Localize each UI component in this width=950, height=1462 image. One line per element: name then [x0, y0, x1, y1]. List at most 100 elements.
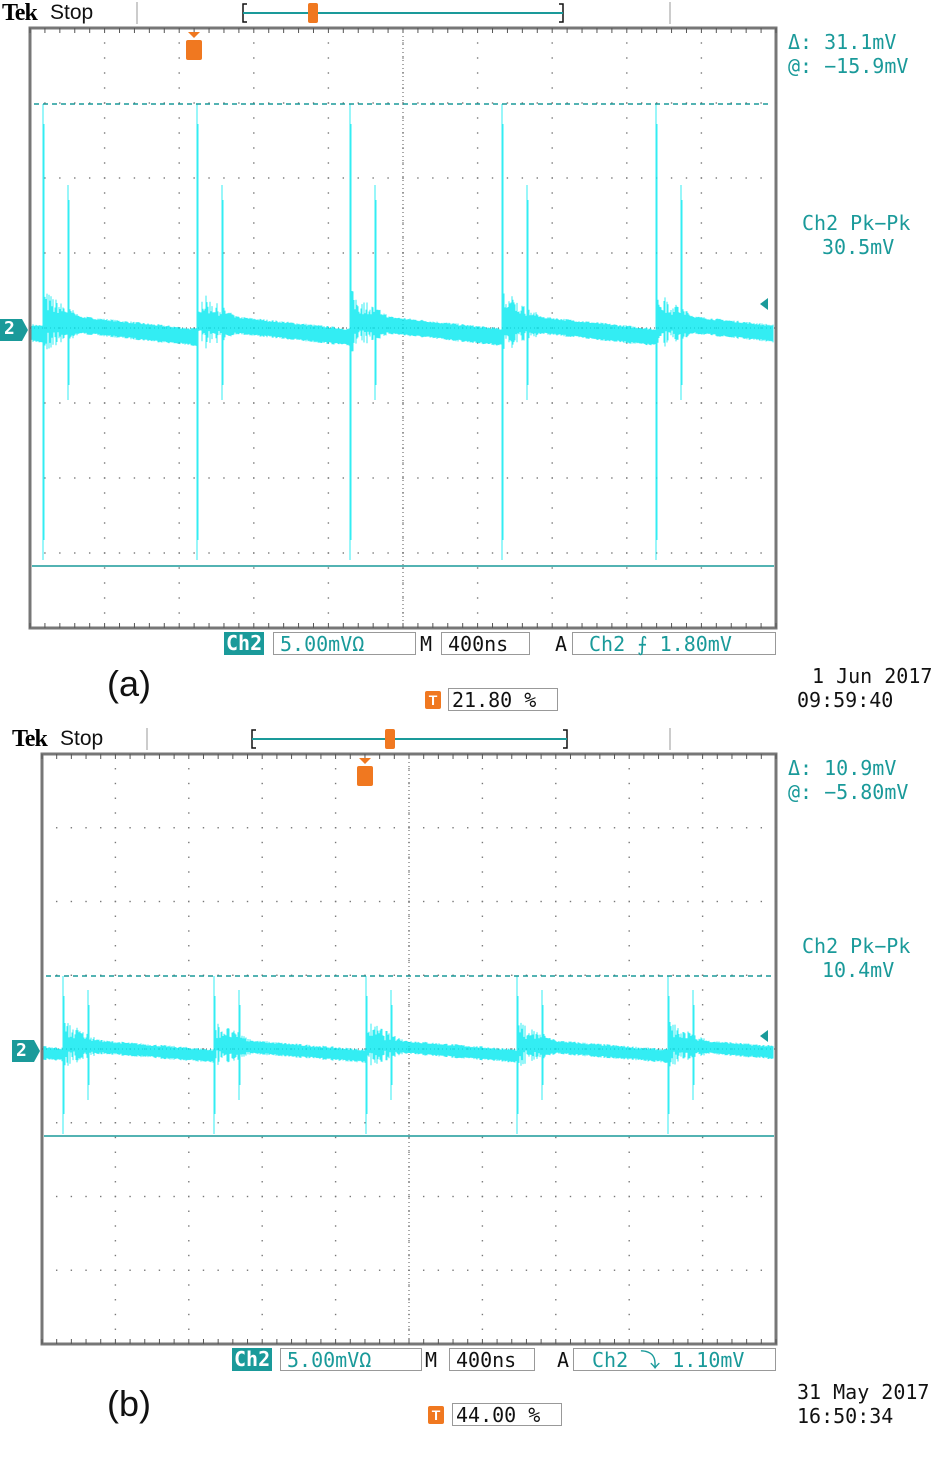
grid-dot — [70, 974, 73, 976]
grid-dot — [327, 267, 330, 269]
grid-dot — [133, 402, 136, 404]
grid-dot — [701, 782, 704, 785]
grid-dot — [555, 945, 557, 947]
grid-dot — [417, 477, 419, 479]
grid-dot — [641, 252, 643, 254]
grid-dot — [496, 827, 498, 829]
trigger-marker-icon — [357, 766, 373, 786]
trigger-icon: T — [428, 1406, 444, 1424]
grid-dot — [555, 1225, 557, 1227]
grid-dot — [476, 237, 479, 239]
grid-dot — [643, 900, 645, 903]
grid-dot — [334, 945, 337, 947]
grid-dot — [103, 522, 106, 524]
grid-dot — [628, 915, 630, 917]
grid-dot — [103, 597, 106, 599]
grid-dot — [178, 72, 180, 74]
grid-dot — [481, 1210, 484, 1212]
grid-dot — [555, 1269, 557, 1271]
grid-dot — [103, 297, 106, 299]
grid-dot — [551, 117, 553, 119]
grid-dot — [511, 1048, 513, 1050]
grid-dot — [506, 477, 509, 479]
grid-dot — [178, 552, 180, 554]
grid-dot — [481, 1018, 484, 1021]
grid-dot — [253, 342, 255, 344]
grid-dot — [129, 1122, 131, 1124]
grid-dot — [327, 282, 330, 284]
grid-dot — [700, 42, 703, 44]
grid-dot — [261, 1092, 263, 1094]
grid-dot — [334, 930, 337, 932]
grid-dot — [626, 162, 628, 164]
grid-dot — [700, 102, 703, 104]
grid-dot — [628, 1225, 630, 1227]
grid-dot — [511, 1122, 513, 1124]
grid-dot — [628, 1004, 630, 1006]
grid-dot — [114, 989, 117, 991]
grid-dot — [408, 827, 410, 829]
grid-dot — [536, 177, 538, 179]
grid-dot — [193, 177, 195, 179]
grid-dot — [223, 177, 225, 179]
grid-dot — [327, 387, 330, 389]
grid-dot — [193, 102, 195, 104]
grid-dot — [268, 102, 270, 104]
grid-dot — [481, 1004, 484, 1006]
grid-dot — [700, 282, 703, 284]
grid-dot — [715, 402, 718, 404]
grid-dot — [158, 974, 161, 976]
grid-dot — [481, 1195, 484, 1198]
grid-dot — [481, 930, 484, 932]
pkpk-label: Ch2 Pk−Pk — [802, 934, 911, 958]
grid-dot — [452, 1122, 454, 1124]
grid-dot — [613, 1195, 616, 1198]
grid-dot — [103, 357, 106, 359]
grid-dot — [100, 1122, 102, 1124]
grid-dot — [103, 492, 106, 494]
grid-dot — [261, 1151, 263, 1153]
grid-dot — [334, 900, 337, 903]
grid-dot — [476, 567, 479, 569]
grid-dot — [655, 102, 658, 104]
grid-dot — [223, 102, 225, 104]
grid-dot — [626, 477, 628, 479]
grid-dot — [700, 537, 703, 539]
grid-dot — [476, 297, 479, 299]
grid-dot — [103, 72, 106, 74]
grid-dot — [687, 1122, 689, 1124]
grid-dot — [334, 886, 337, 888]
grid-dot — [85, 900, 87, 903]
grid-dot — [173, 1122, 175, 1124]
grid-dot — [349, 1195, 351, 1198]
grid-dot — [481, 871, 484, 873]
grid-dot — [148, 102, 151, 104]
grid-dot — [144, 1122, 146, 1124]
grid-dot — [437, 1269, 440, 1271]
grid-dot — [628, 856, 630, 858]
grid-dot — [217, 1269, 219, 1271]
grid-dot — [253, 612, 255, 614]
grid-dot — [685, 177, 688, 179]
grid-dot — [327, 462, 330, 464]
grid-dot — [327, 372, 330, 374]
grid-dot — [701, 1328, 704, 1330]
grid-dot — [481, 886, 484, 888]
grid-dot — [730, 102, 732, 104]
grid-dot — [103, 342, 106, 344]
grid-dot — [334, 1195, 337, 1198]
grid-dot — [188, 1166, 190, 1168]
grid-dot — [114, 1195, 117, 1198]
grid-dot — [114, 827, 117, 829]
grid-dot — [476, 402, 479, 404]
grid-dot — [238, 177, 240, 179]
grid-dot — [188, 1107, 190, 1109]
grid-dot — [408, 856, 410, 858]
grid-dot — [687, 1195, 689, 1198]
grid-dot — [312, 102, 315, 104]
grid-dot — [402, 417, 404, 419]
grid-dot — [103, 447, 106, 449]
grid-dot — [496, 1195, 498, 1198]
grid-dot — [253, 237, 255, 239]
grid-dot — [193, 552, 195, 554]
